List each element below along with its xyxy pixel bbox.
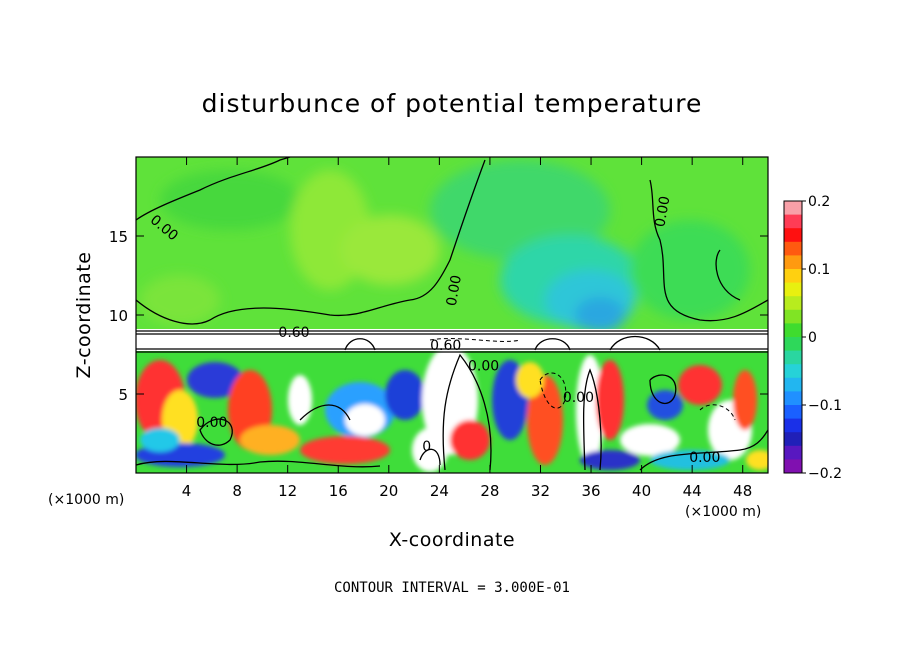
colorbar-swatch [784, 323, 802, 338]
colorbar-swatch [784, 228, 802, 243]
colorbar-swatch [784, 364, 802, 379]
z-axis: 5 10 15 [109, 228, 768, 404]
x-tick-label: 48 [733, 482, 752, 500]
colorbar-tick-label: 0 [808, 330, 817, 346]
plot-area [136, 157, 768, 473]
colorbar-swatch [784, 214, 802, 229]
z-tick-label: 10 [109, 307, 128, 325]
x-axis: 4 8 12 16 20 24 28 32 36 40 44 48 [182, 157, 752, 500]
x-axis-unit-right: (×1000 m) [685, 504, 761, 520]
colorbar-swatch [784, 391, 802, 406]
colorbar-swatch [784, 377, 802, 392]
colorbar-swatch [784, 296, 802, 311]
colorbar-tick-label: 0.2 [808, 194, 830, 210]
negative-contours [429, 338, 736, 421]
colorbar-swatch [784, 201, 802, 216]
z-tick-label: 15 [109, 228, 128, 246]
colorbar-swatch [784, 241, 802, 256]
z-tick-label: 5 [118, 386, 128, 404]
contour-interval-note: CONTOUR INTERVAL = 3.000E-01 [334, 580, 570, 596]
lower-layer-eddies [136, 345, 768, 472]
colorbar-tick-label: 0.1 [808, 262, 830, 278]
colorbar-swatch [784, 337, 802, 352]
contour-label: 0.00 [196, 415, 227, 431]
upper-layer-variations [140, 160, 750, 333]
x-tick-label: 32 [531, 482, 550, 500]
contour-label: 0.00 [468, 358, 499, 374]
z-axis-label: Z-coordinate [73, 252, 95, 379]
contour-label: 0.60 [278, 325, 309, 341]
x-tick-label: 4 [182, 482, 192, 500]
colorbar-tick-label: −0.1 [808, 398, 842, 414]
x-tick-label: 12 [278, 482, 297, 500]
contour-label: 0.00 [652, 195, 673, 228]
colorbar-ticks: 0.2 0.1 0 −0.1 −0.2 [802, 194, 842, 482]
colorbar-swatch [784, 432, 802, 447]
colorbar-swatch [784, 309, 802, 324]
colorbar-swatch [784, 445, 802, 460]
contour-label: 0 [422, 439, 431, 455]
x-tick-label: 24 [430, 482, 449, 500]
chart-title: disturbunce of potential temperature [202, 89, 703, 118]
x-axis-unit-left: (×1000 m) [48, 492, 124, 508]
colorbar-swatch [784, 459, 802, 474]
contour-label: 0.60 [430, 338, 461, 354]
colorbar-swatch [784, 350, 802, 365]
x-tick-label: 28 [480, 482, 499, 500]
x-tick-label: 8 [232, 482, 242, 500]
contour-label: 0.00 [563, 390, 594, 406]
colorbar-swatch [784, 269, 802, 284]
contour-lines [136, 157, 768, 471]
colorbar-tick-label: −0.2 [808, 466, 842, 482]
x-tick-label: 16 [329, 482, 348, 500]
contour-label: 0.00 [689, 450, 720, 466]
colorbar-swatch [784, 405, 802, 420]
colorbar-swatch [784, 282, 802, 297]
colorbar [783, 200, 803, 474]
x-axis-label: X-coordinate [389, 529, 515, 551]
x-tick-label: 36 [581, 482, 600, 500]
x-tick-label: 44 [683, 482, 702, 500]
x-tick-label: 20 [379, 482, 398, 500]
x-tick-label: 40 [632, 482, 651, 500]
contour-label: 0.00 [444, 274, 465, 307]
colorbar-swatch [784, 255, 802, 270]
colorbar-swatch [784, 418, 802, 433]
